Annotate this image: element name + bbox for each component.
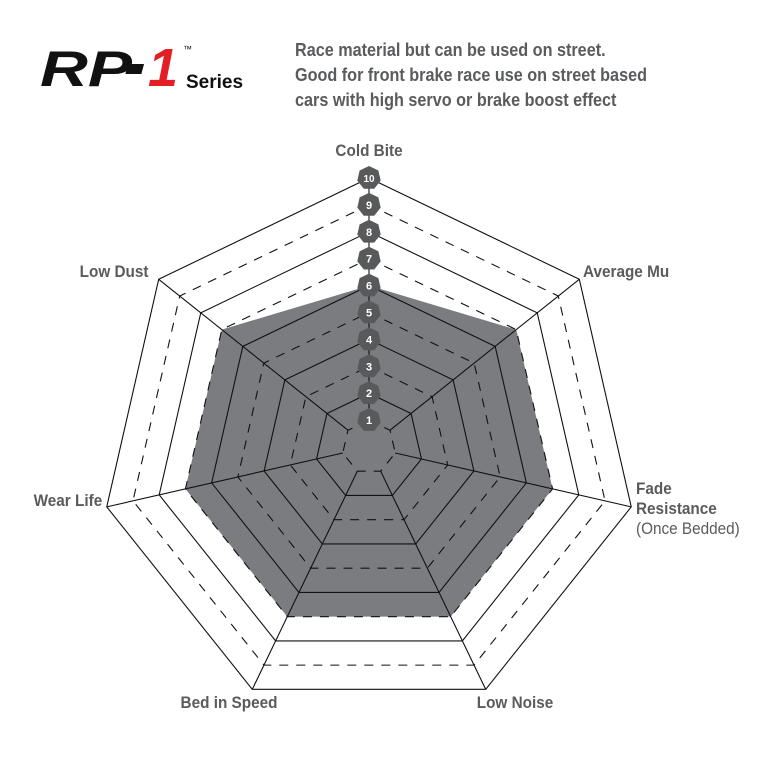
tick-badge [357,408,381,431]
axis-spoke [158,278,349,431]
axis-label-low-dust: Low Dust [79,262,148,281]
tick-badge [357,192,381,216]
axis-label-wear-life: Wear Life [33,491,102,510]
grid-ring-4 [263,338,475,545]
svg-text:Series: Series [186,72,243,93]
grid-ring-9 [132,204,606,666]
axis-label-bed-in-speed: Bed in Speed [180,693,278,712]
tick-label: 4 [366,334,373,346]
grid-ring-5 [237,311,501,569]
grid-ring-6 [211,284,527,593]
axis-spoke [251,470,358,690]
grid-ring-7 [184,258,554,618]
tick-label: 9 [366,200,372,212]
grid-ring-1 [342,419,396,472]
tick-badge [357,327,381,351]
grid-ring-3 [289,365,449,521]
tick-label: 10 [363,174,375,185]
tick-badge [357,381,381,405]
description: Race material but can be used on street.… [295,38,647,113]
axis-spoke [380,470,487,690]
description-line: cars with high servo or brake boost effe… [295,90,617,110]
rp1-logo: RP 1 ™ Series [40,38,243,98]
fade-label-line2: Resistance [636,499,717,518]
axis-spoke [389,278,580,431]
axis-label-cold-bite: Cold Bite [335,141,403,160]
tick-badge [357,300,381,324]
grid-ring-8 [158,231,580,642]
tick-label: 6 [366,281,372,293]
tick-badge [357,354,381,378]
tick-badge [357,273,381,297]
description-line: Race material but can be used on street. [295,40,606,60]
axis-spoke [395,452,632,508]
data-area [185,285,553,617]
axis-label-average-mu: Average Mu [583,262,670,281]
axis-label-low-noise: Low Noise [476,693,554,712]
tick-label: 3 [366,361,372,373]
description-line: Good for front brake race use on street … [295,65,647,85]
tick-label: 1 [366,415,372,427]
axis-label-fade-resistance: Fade Resistance (Once Bedded) [636,479,740,539]
grid-ring-10 [106,177,632,690]
tick-label: 7 [366,254,372,266]
svg-text:™: ™ [183,44,192,54]
tick-badge [357,246,381,270]
tick-label: 5 [366,308,372,320]
axis-spoke [106,452,343,508]
svg-text:RP: RP [40,41,133,97]
tick-badge [357,166,381,189]
axis-sublabel: (Once Bedded) [636,519,740,538]
tick-label: 2 [366,388,372,400]
grid-ring-2 [315,392,423,497]
tick-badge [357,219,381,243]
svg-text:1: 1 [148,38,178,98]
fade-label-line1: Fade [636,479,672,498]
tick-label: 8 [366,227,372,239]
